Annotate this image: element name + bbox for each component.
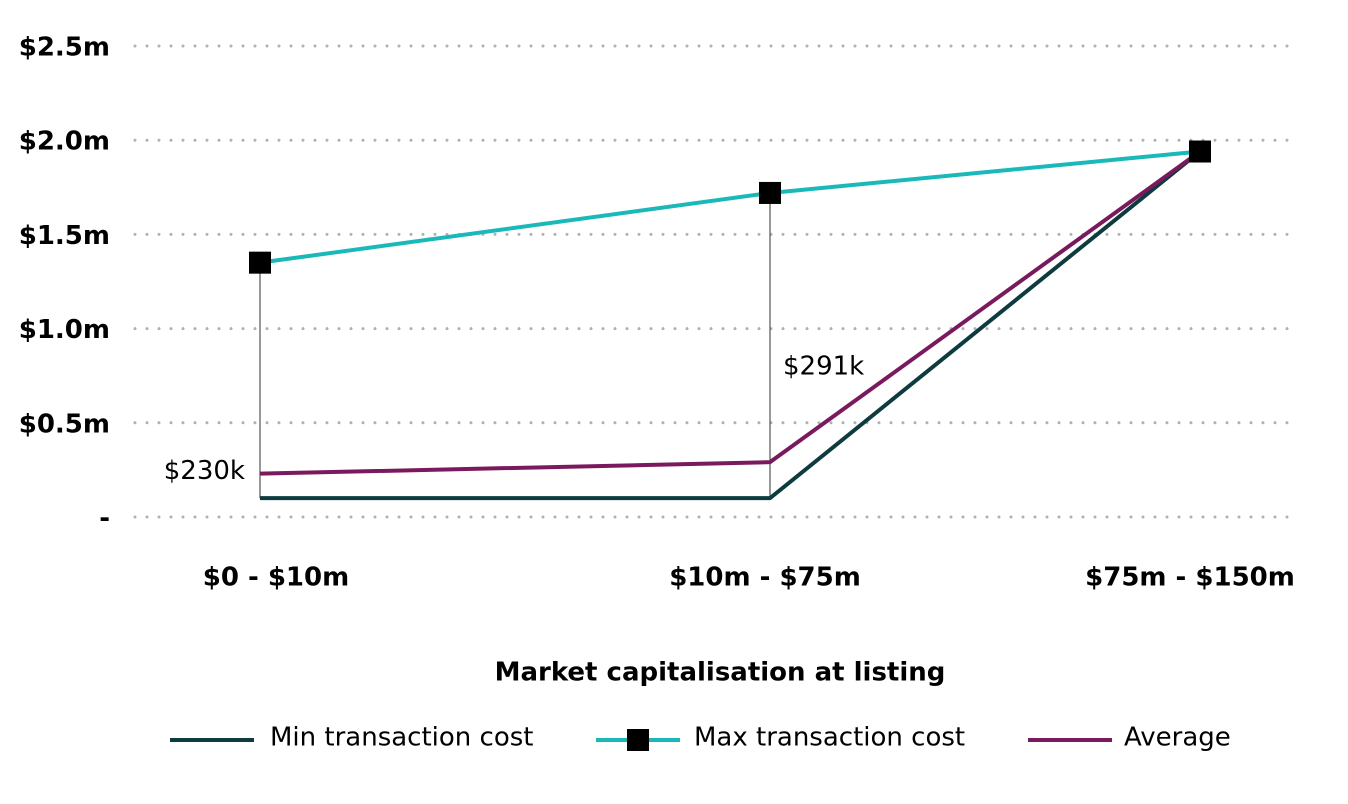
marker: [1189, 140, 1211, 163]
series-line: [259, 149, 1201, 265]
legend-label: Max transaction cost: [694, 723, 965, 753]
legend-label: Average: [1124, 723, 1231, 753]
x-axis-label: Market capitalisation at listing: [495, 658, 946, 688]
y-tick-label: $0.5m: [19, 409, 110, 439]
y-tick-label: $1.0m: [19, 315, 110, 345]
marker: [759, 181, 781, 204]
y-tick-label: $1.5m: [19, 221, 110, 251]
legend-label: Min transaction cost: [270, 723, 533, 753]
data-label: $291k: [783, 352, 864, 382]
marker: [249, 251, 271, 274]
legend-marker: [627, 729, 649, 751]
x-tick-label: $10m - $75m: [669, 563, 861, 593]
data-label: $230k: [164, 456, 245, 486]
x-tick-label: $75m - $150m: [1085, 563, 1295, 593]
series-line: [259, 149, 1202, 476]
series-line: [260, 149, 1202, 501]
y-tick-label: $2.0m: [19, 127, 110, 157]
y-tick-label: $2.5m: [19, 33, 110, 63]
y-tick-label: -: [99, 504, 110, 534]
x-tick-label: $0 - $10m: [203, 563, 349, 593]
